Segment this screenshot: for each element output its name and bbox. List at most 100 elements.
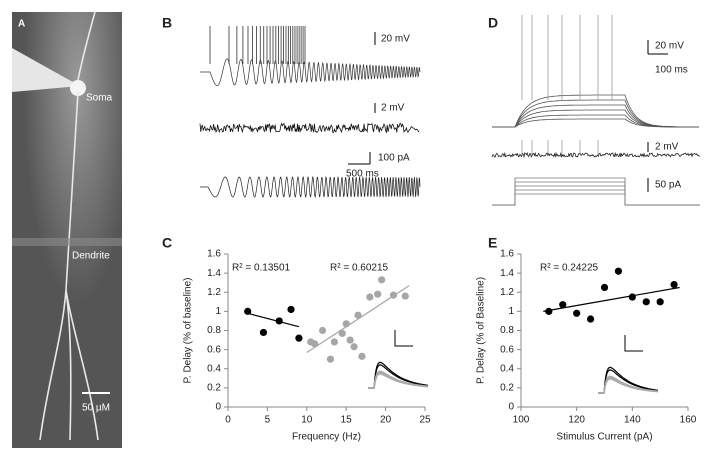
point (346, 336, 354, 344)
point (342, 320, 350, 328)
point (559, 301, 567, 309)
y-tick-label: 1 (508, 306, 514, 317)
x-tick-label: 100 (513, 415, 530, 426)
x-axis-label: Frequency (Hz) (292, 432, 361, 443)
pipette (12, 48, 80, 92)
point (318, 326, 327, 335)
point (287, 305, 295, 314)
inset-trace (368, 364, 429, 389)
image-label: Dendrite (72, 251, 110, 262)
annotation: R² = 0.13501 (232, 263, 291, 274)
scale-label: 100 pA (378, 153, 410, 164)
x-tick-label: 25 (419, 415, 431, 426)
point (295, 334, 303, 342)
y-tick-label: 1.6 (207, 249, 221, 260)
inset-scale (394, 330, 413, 347)
soma (70, 80, 86, 96)
y-tick-label: 0.8 (500, 325, 514, 336)
point (311, 340, 319, 348)
y-tick-label: 0.8 (207, 325, 221, 336)
trendline (247, 312, 300, 328)
scale-bars-b (348, 32, 376, 165)
x-tick-label: 20 (380, 415, 392, 426)
y-tick-label: 0.4 (207, 363, 221, 374)
y-tick-label: 1.4 (500, 268, 514, 279)
x-axis-label: Stimulus Current (pA) (556, 432, 652, 443)
point (670, 281, 678, 289)
trace (199, 122, 420, 134)
x-tick-label: 160 (680, 415, 697, 426)
scale-label: 500 ms (346, 169, 379, 180)
x-tick-label: 140 (624, 415, 641, 426)
band (12, 238, 122, 246)
point (642, 298, 650, 306)
scale-bars-d (647, 40, 668, 192)
annotation: R² = 0.60215 (330, 263, 389, 274)
y-tick-label: 0 (508, 402, 514, 413)
scale-label: 100 ms (655, 65, 688, 76)
panel-letter: E (488, 235, 497, 251)
point (326, 355, 335, 363)
y-tick-label: 1 (215, 306, 221, 317)
panel-letter: B (162, 15, 172, 31)
trace (200, 58, 421, 87)
x-tick-label: 15 (341, 415, 353, 426)
trendline (543, 286, 680, 312)
panel-letter: C (162, 235, 172, 251)
panel-letter: D (488, 15, 498, 31)
y-tick-label: 0.6 (500, 344, 514, 355)
panel-letter: A (18, 19, 25, 30)
point (628, 293, 636, 301)
scale-label: 20 mV (381, 34, 410, 45)
trace (492, 193, 700, 206)
point (374, 290, 382, 298)
x-tick-label: 120 (568, 415, 585, 426)
y-tick-label: 1.2 (500, 287, 514, 298)
x-tick-label: 5 (265, 415, 271, 426)
scale-label: 20 mV (655, 41, 684, 52)
trace (492, 118, 699, 128)
image-label: Soma (86, 93, 113, 104)
dendrite (39, 11, 99, 441)
inset-trace (598, 378, 659, 394)
y-axis-label: P. Delay (% of baseline) (183, 278, 194, 384)
y-tick-label: 0.2 (207, 383, 221, 394)
scale-label: 50 pA (655, 180, 681, 191)
y-axis-label: P. Delay (% of Baseline) (476, 277, 487, 384)
point (354, 311, 362, 319)
point (573, 309, 581, 317)
inset-trace (368, 373, 429, 389)
point (614, 267, 623, 275)
annotation: R² = 0.24225 (540, 263, 599, 274)
point (275, 317, 283, 325)
point (378, 276, 386, 284)
point (545, 307, 553, 315)
scale-label: 2 mV (655, 142, 679, 153)
inset-trace (598, 369, 659, 394)
y-tick-label: 0.2 (500, 383, 514, 394)
y-tick-label: 1.6 (500, 249, 514, 260)
point (366, 293, 374, 301)
point (244, 307, 252, 315)
point (586, 315, 595, 323)
point (259, 328, 268, 337)
x-tick-label: 0 (225, 415, 231, 426)
trace (491, 151, 701, 159)
point (358, 352, 366, 360)
scale-label: 2 mV (381, 103, 405, 114)
y-tick-label: 1.2 (207, 287, 221, 298)
y-tick-label: 0.4 (500, 363, 514, 374)
point (338, 329, 346, 337)
image-label: 50 µM (82, 403, 110, 414)
x-tick-label: 10 (301, 415, 313, 426)
y-tick-label: 0.6 (207, 344, 221, 355)
inset-scale (624, 335, 643, 352)
point (600, 283, 609, 292)
point (350, 343, 358, 351)
y-tick-label: 1.4 (207, 268, 221, 279)
trace (200, 175, 421, 199)
y-tick-label: 0 (215, 402, 221, 413)
point (401, 292, 409, 300)
point (656, 298, 664, 306)
